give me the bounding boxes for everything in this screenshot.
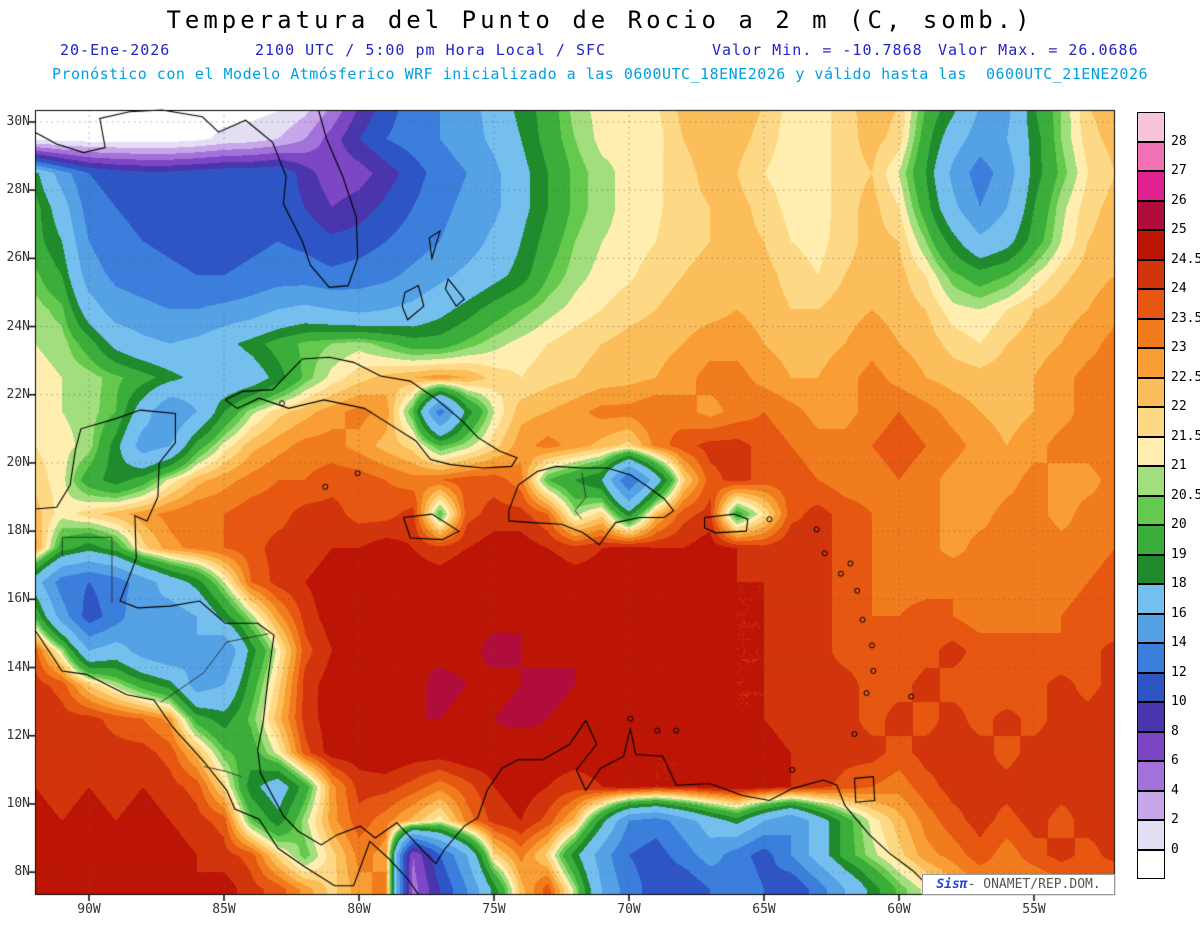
colorbar-cell [1137, 584, 1165, 614]
colorbar-tick-label: 10 [1171, 694, 1187, 709]
page-title: Temperatura del Punto de Rocio a 2 m (C,… [166, 6, 1034, 34]
lon-tick-label: 65W [752, 902, 776, 917]
colorbar-tick-label: 12 [1171, 664, 1187, 680]
colorbar-tick-label: 25 [1171, 222, 1187, 237]
colorbar-cell [1137, 495, 1165, 525]
colorbar-cell [1137, 790, 1165, 820]
colorbar-tick-label: 28 [1171, 133, 1187, 149]
colorbar-cell [1137, 702, 1165, 732]
forecast-date: 20-Ene-2026 [60, 41, 171, 59]
colorbar-tick-label: 16 [1171, 605, 1187, 621]
colorbar-cell [1137, 466, 1165, 496]
colorbar-tick-label: 21 [1171, 458, 1187, 473]
colorbar-tick-label: 20.5 [1171, 487, 1200, 503]
lat-tick-label: 30N [6, 113, 30, 129]
colorbar-cell [1137, 318, 1165, 348]
colorbar-cell [1137, 112, 1165, 142]
colorbar-cell [1137, 200, 1165, 230]
colorbar-cell [1137, 761, 1165, 791]
lat-tick-label: 10N [6, 795, 30, 811]
colorbar-cell [1137, 643, 1165, 673]
lat-tick-label: 8N [14, 864, 30, 880]
colorbar-cell [1137, 259, 1165, 289]
lon-tick-label: 60W [887, 902, 911, 917]
colorbar-tick-label: 8 [1171, 723, 1179, 739]
lat-tick-label: 16N [6, 591, 30, 607]
lon-tick-label: 85W [212, 902, 236, 917]
lon-tick-label: 75W [482, 902, 506, 917]
colorbar-cell [1137, 849, 1165, 879]
lat-tick-label: 18N [6, 523, 30, 539]
colorbar-cell [1137, 171, 1165, 201]
credit-box: Sisπ - ONAMET/REP.DOM. [922, 874, 1115, 895]
colorbar-cell [1137, 613, 1165, 643]
colorbar-cell [1137, 230, 1165, 260]
colorbar-tick-label: 22.5 [1171, 369, 1200, 385]
forecast-time: 2100 UTC / 5:00 pm Hora Local / SFC [255, 41, 607, 59]
colorbar-tick-label: 26 [1171, 192, 1187, 208]
colorbar-cell [1137, 348, 1165, 378]
colorbar-tick-label: 18 [1171, 576, 1187, 591]
colorbar-tick-label: 24 [1171, 281, 1187, 296]
colorbar-cell [1137, 672, 1165, 702]
colorbar-tick-label: 24.5 [1171, 251, 1200, 267]
colorbar-tick-label: 27 [1171, 163, 1187, 178]
colorbar-tick-label: 6 [1171, 753, 1179, 768]
colorbar-tick-label: 23.5 [1171, 310, 1200, 326]
colorbar-cell [1137, 407, 1165, 437]
colorbar-tick-label: 22 [1171, 399, 1187, 414]
colorbar-cell [1137, 525, 1165, 555]
colorbar-tick-label: 23 [1171, 340, 1187, 355]
model-info-line: Pronóstico con el Modelo Atmósferico WRF… [51, 65, 1149, 83]
max-value-label: Valor Max. = 26.0686 [938, 41, 1139, 59]
colorbar-cell [1137, 377, 1165, 407]
lon-tick-label: 80W [347, 902, 371, 917]
colorbar-cell [1137, 820, 1165, 850]
lat-tick-label: 28N [6, 182, 30, 198]
lat-tick-label: 24N [6, 318, 30, 334]
colorbar-tick-label: 14 [1171, 635, 1187, 650]
colorbar-cell [1137, 141, 1165, 171]
lat-tick-label: 22N [6, 386, 30, 402]
lat-tick-label: 12N [6, 727, 30, 743]
lon-tick-label: 55W [1022, 902, 1046, 917]
credit-source: - ONAMET/REP.DOM. [967, 877, 1101, 892]
colorbar-tick-label: 20 [1171, 517, 1187, 532]
colorbar-cell [1137, 554, 1165, 584]
colorbar-cell [1137, 289, 1165, 319]
colorbar [1137, 112, 1165, 879]
colorbar-tick-label: 0 [1171, 841, 1179, 857]
lat-tick-label: 14N [6, 659, 30, 675]
colorbar-tick-label: 19 [1171, 546, 1187, 562]
min-value-label: Valor Min. = -10.7868 [712, 41, 923, 59]
lat-tick-label: 20N [6, 454, 30, 470]
colorbar-tick-label: 21.5 [1171, 428, 1200, 444]
colorbar-tick-label: 4 [1171, 782, 1179, 798]
lat-tick-label: 26N [6, 250, 30, 266]
lon-tick-label: 70W [617, 902, 641, 917]
colorbar-cell [1137, 436, 1165, 466]
colorbar-cell [1137, 731, 1165, 761]
sispi-brand: Sisπ [936, 877, 968, 892]
colorbar-tick-label: 2 [1171, 812, 1179, 827]
lon-tick-label: 90W [77, 902, 101, 917]
